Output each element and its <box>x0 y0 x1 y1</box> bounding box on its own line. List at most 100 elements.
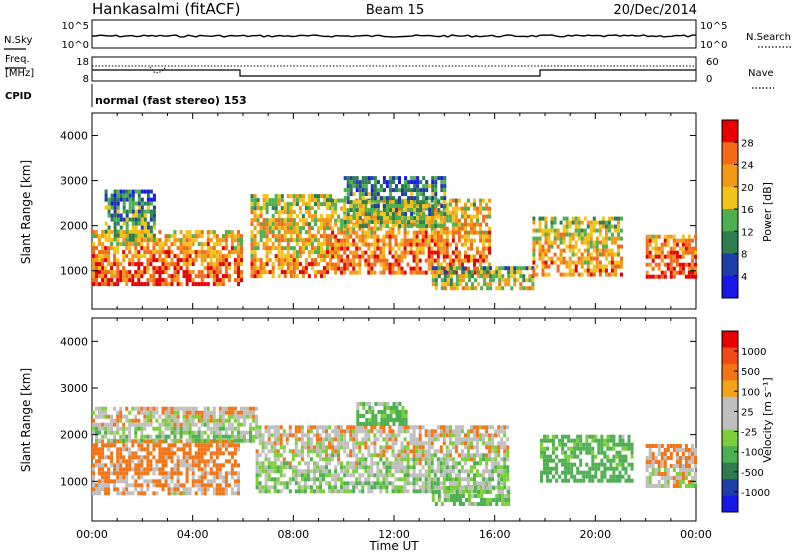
scatter-cell <box>464 433 467 438</box>
scatter-cell <box>485 481 489 486</box>
scatter-cell <box>237 266 240 271</box>
scatter-cell <box>657 262 661 267</box>
scatter-cell <box>434 176 438 181</box>
scatter-cell <box>285 437 289 442</box>
scatter-cell <box>370 473 374 478</box>
scatter-cell <box>620 260 623 265</box>
scatter-cell <box>340 206 344 211</box>
scatter-cell <box>314 202 317 207</box>
scatter-cell <box>310 218 314 223</box>
scatter-cell <box>104 189 108 194</box>
scatter-cell <box>349 188 353 193</box>
scatter-cell <box>298 210 302 215</box>
scatter-cell <box>694 254 697 259</box>
scatter-cell <box>373 258 377 263</box>
scatter-cell <box>316 449 319 454</box>
scatter-cell <box>152 250 156 255</box>
scatter-cell <box>200 451 204 456</box>
scatter-cell <box>592 220 596 225</box>
scatter-cell <box>553 240 557 245</box>
scatter-cell <box>439 473 443 478</box>
scatter-cell <box>152 246 156 251</box>
scatter-cell <box>358 188 362 193</box>
scatter-cell <box>460 429 464 434</box>
scatter-cell <box>437 494 441 498</box>
scatter-cell <box>486 266 490 271</box>
scatter-cell <box>382 246 386 251</box>
scatter-cell <box>200 434 204 439</box>
scatter-cell <box>237 487 240 492</box>
scatter-cell <box>310 262 314 267</box>
scatter-cell <box>397 254 401 259</box>
scatter-cell <box>424 238 428 243</box>
scatter-cell <box>479 425 483 430</box>
scatter-cell <box>119 434 123 439</box>
scatter-cell <box>367 445 371 450</box>
scatter-cell <box>128 189 132 194</box>
scatter-cell <box>427 246 431 251</box>
colorbar-segment <box>722 253 738 277</box>
scatter-cell <box>218 443 222 448</box>
scatter-cell <box>355 465 359 470</box>
scatter-cell <box>301 198 305 203</box>
scatter-cell <box>262 226 266 231</box>
scatter-cell <box>149 189 153 194</box>
scatter-cell <box>306 445 310 450</box>
scatter-cell <box>98 422 101 427</box>
scatter-cell <box>221 274 225 279</box>
scatter-cell <box>143 209 147 214</box>
scatter-cell <box>329 250 333 255</box>
scatter-cell <box>113 274 117 279</box>
scatter-cell <box>574 260 578 265</box>
scatter-cell <box>356 414 360 418</box>
scatter-cell <box>317 262 320 267</box>
scatter-cell <box>562 260 566 265</box>
scatter-cell <box>188 410 192 415</box>
scatter-cell <box>334 453 338 458</box>
scatter-cell <box>259 210 263 215</box>
scatter-cell <box>215 250 219 255</box>
scatter-cell <box>346 212 350 217</box>
scatter-cell <box>289 194 293 199</box>
scatter-cell <box>409 473 413 478</box>
scatter-cell <box>367 254 371 259</box>
scatter-cell <box>122 250 126 255</box>
scatter-cell <box>125 487 129 492</box>
scatter-cell <box>460 465 464 470</box>
scatter-cell <box>397 485 401 490</box>
scatter-cell <box>224 491 228 496</box>
scatter-cell <box>104 266 108 271</box>
scatter-cell <box>334 234 338 239</box>
scatter-cell <box>358 481 362 486</box>
scatter-cell <box>412 218 416 223</box>
scatter-cell <box>620 244 623 249</box>
scatter-cell <box>361 429 365 434</box>
scatter-cell <box>116 205 120 210</box>
scatter-cell <box>491 465 495 470</box>
scatter-cell <box>283 226 287 231</box>
scatter-cell <box>125 491 129 496</box>
scatter-cell <box>322 465 325 470</box>
scatter-cell <box>206 414 210 419</box>
scatter-cell <box>451 226 455 231</box>
scatter-cell <box>167 475 171 480</box>
scatter-cell <box>303 445 307 450</box>
y-tick-label: 1000 <box>60 265 88 278</box>
scatter-cell <box>98 410 101 415</box>
scatter-cell <box>559 260 563 265</box>
scatter-cell <box>250 206 254 211</box>
scatter-cell <box>125 225 129 230</box>
scatter-cell <box>230 406 234 411</box>
scatter-cell <box>445 457 449 462</box>
scatter-cell <box>329 234 333 239</box>
scatter-cell <box>367 208 371 213</box>
scatter-cell <box>122 258 126 263</box>
scatter-cell <box>188 274 192 279</box>
scatter-cell <box>209 426 213 431</box>
colorbar-segment <box>722 209 738 232</box>
scatter-cell <box>218 483 222 488</box>
scatter-cell <box>300 445 304 450</box>
scatter-cell <box>474 494 477 498</box>
scatter-cell <box>243 414 246 419</box>
scatter-cell <box>501 274 505 279</box>
